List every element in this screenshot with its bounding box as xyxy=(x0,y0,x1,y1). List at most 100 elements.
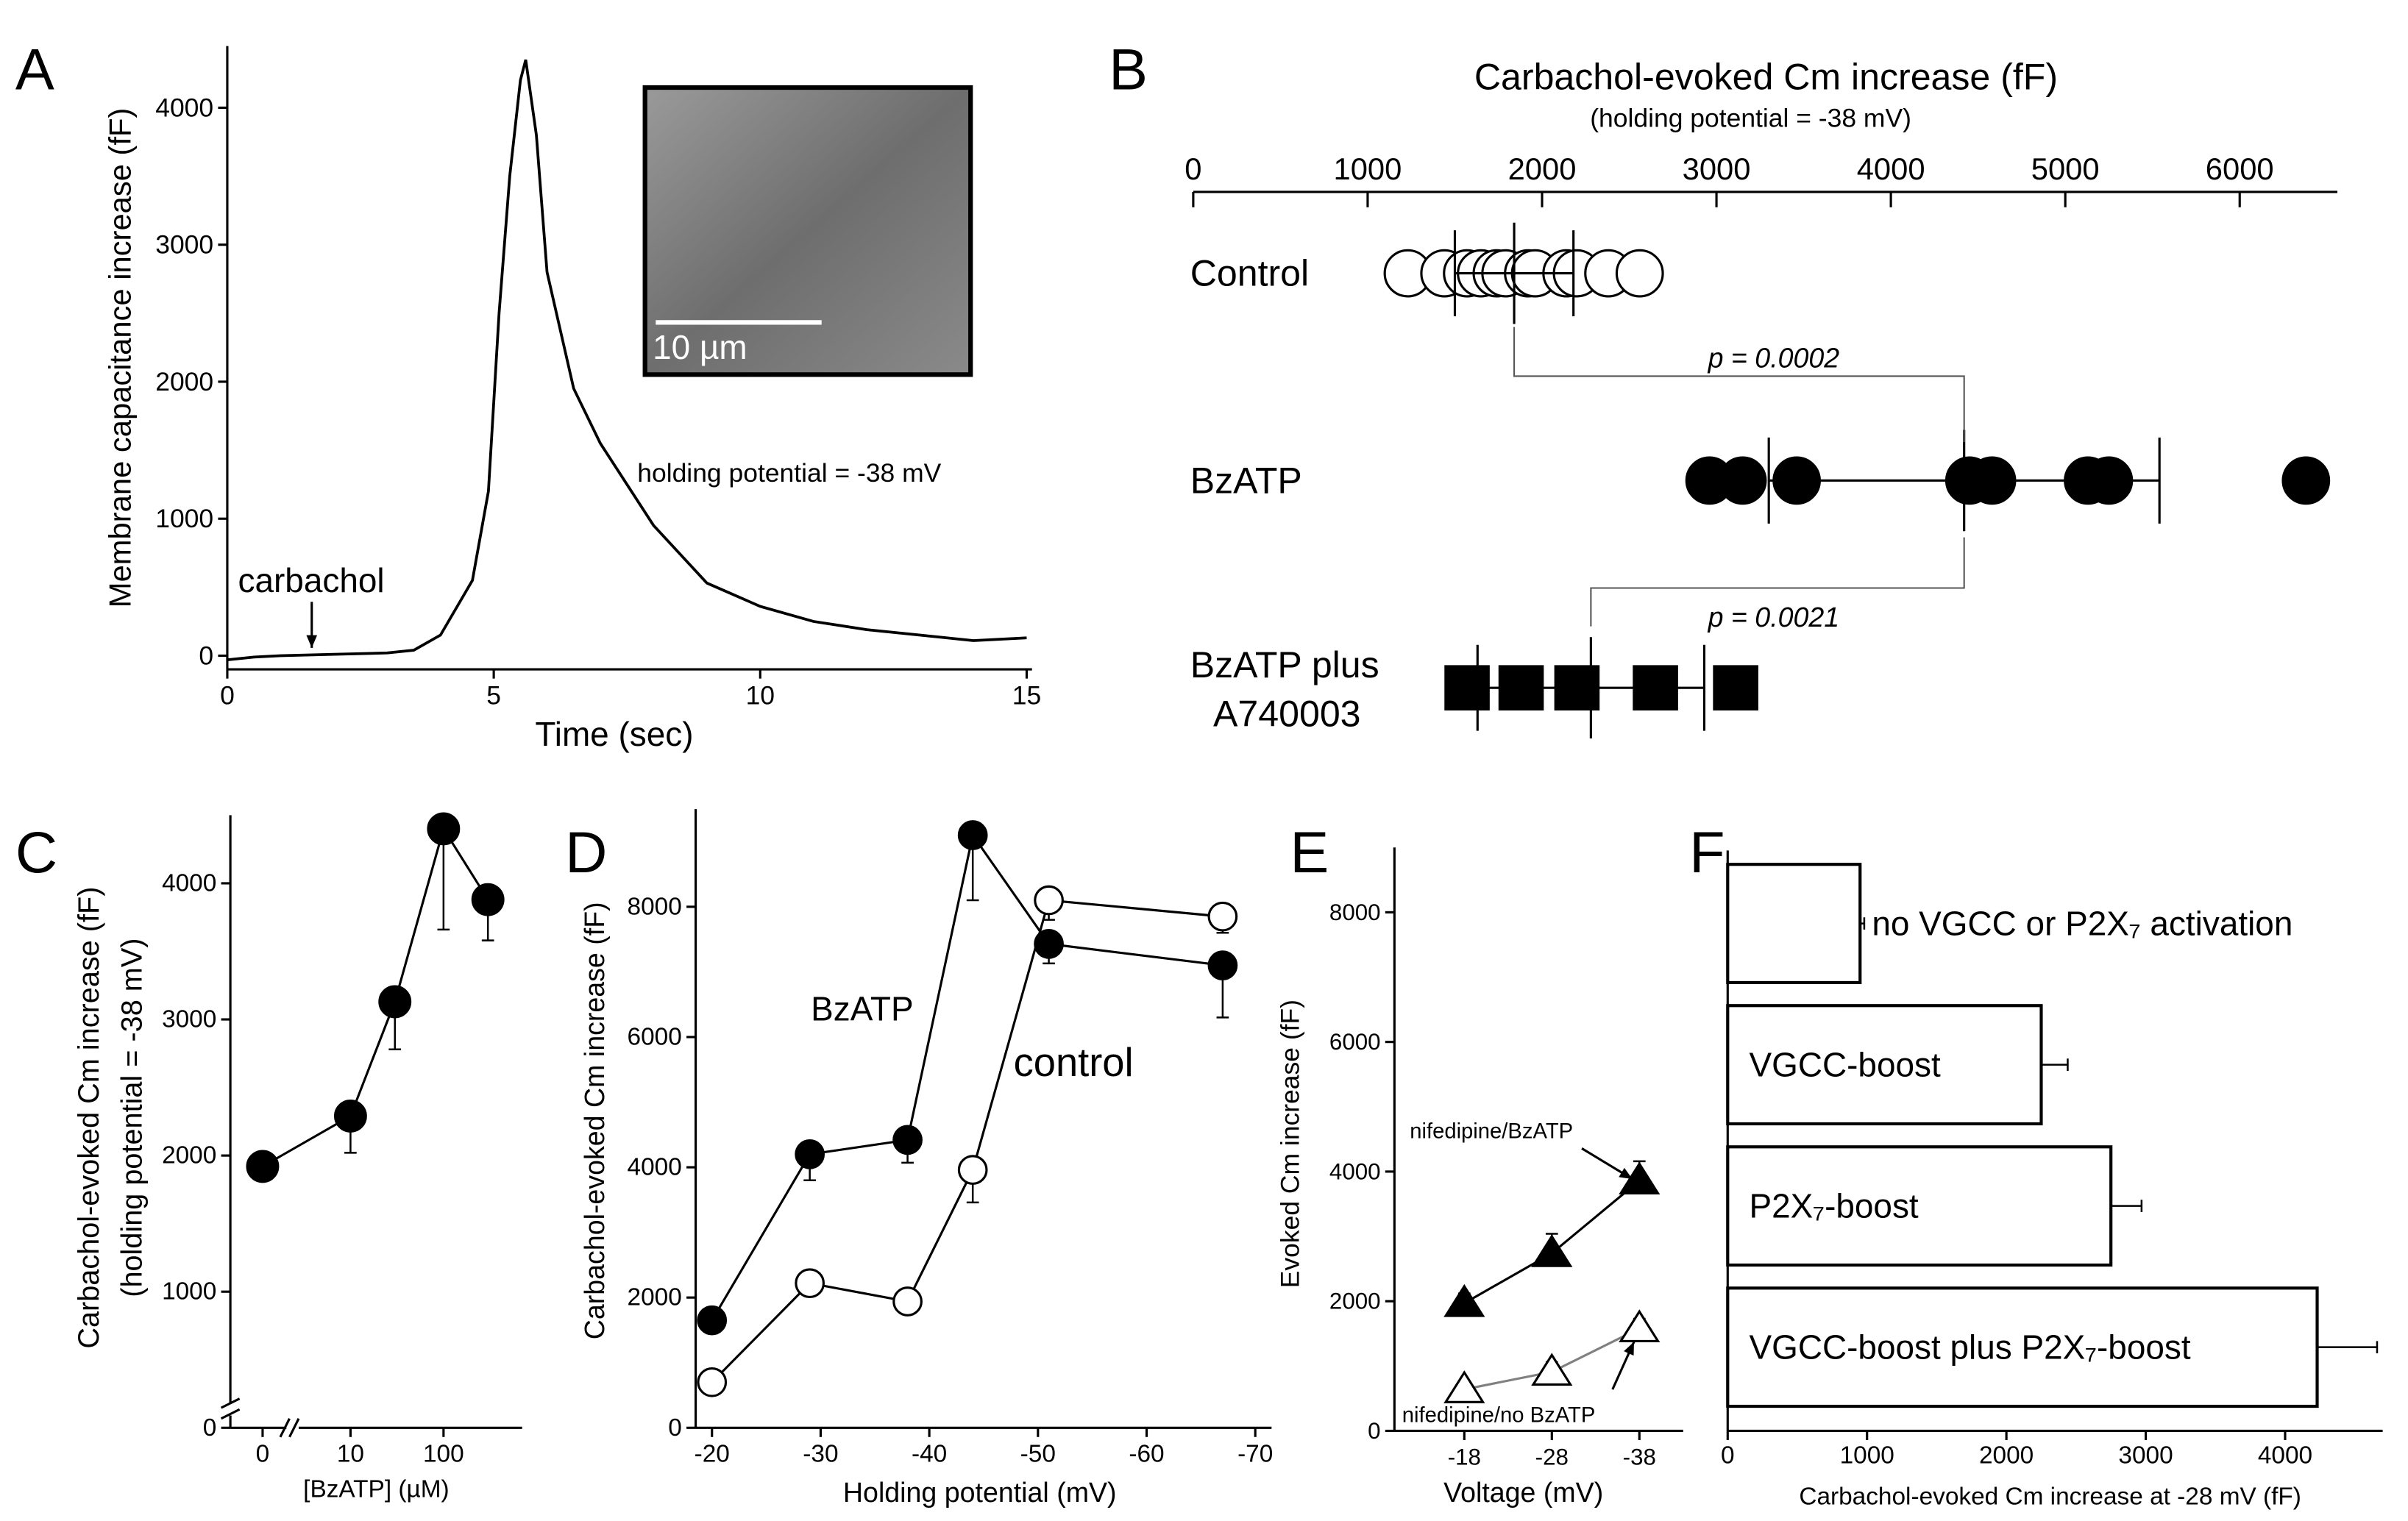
comparison-bracket xyxy=(1513,327,1965,443)
x-tick-label: 6000 xyxy=(2206,152,2274,186)
inset-image xyxy=(642,85,973,377)
marker xyxy=(1713,665,1758,710)
x-tick-label: 0 xyxy=(1721,1442,1735,1469)
y-tick-label: 6000 xyxy=(628,1023,682,1050)
y-tick-label: 8000 xyxy=(628,893,682,920)
panel-label: F xyxy=(1689,819,1725,885)
marker xyxy=(1615,249,1664,298)
marker xyxy=(795,1139,825,1169)
x-tick-label: 0 xyxy=(256,1440,270,1467)
x-tick-label: -18 xyxy=(1448,1444,1481,1470)
y-tick-label: 1000 xyxy=(162,1278,216,1306)
series-label: nifedipine/no BzATP xyxy=(1402,1404,1596,1428)
y-axis-label: Carbachol-evoked Cm increase (fF) xyxy=(73,887,105,1349)
annotation: carbachol xyxy=(238,561,385,599)
marker xyxy=(246,1150,280,1183)
axis-break xyxy=(220,1397,241,1420)
series-line xyxy=(711,899,1223,1383)
series-label: control xyxy=(1014,1040,1134,1085)
marker xyxy=(1207,901,1238,932)
error-bar xyxy=(437,828,450,931)
arrow-head xyxy=(1619,1167,1633,1180)
series-line xyxy=(262,826,489,1168)
x-axis-label: Holding potential (mV) xyxy=(843,1477,1117,1508)
marker xyxy=(1619,1161,1661,1195)
marker xyxy=(471,883,505,916)
group-label: BzATP xyxy=(1190,460,1302,501)
x-tick-label: -30 xyxy=(803,1440,838,1467)
y-tick-label: 2000 xyxy=(628,1284,682,1311)
x-tick-label: 0 xyxy=(220,681,235,710)
error-bar xyxy=(1860,917,1866,930)
x-axis-label: Time (sec) xyxy=(535,715,693,753)
error-bar xyxy=(2041,1058,2069,1071)
series-line xyxy=(227,59,1027,661)
y-axis-label: (holding potential = -38 mV) xyxy=(116,938,149,1297)
axis-break xyxy=(279,1418,300,1438)
y-tick-label: 0 xyxy=(203,1414,217,1442)
y-tick-label: 1000 xyxy=(155,504,213,533)
x-tick-label: 4000 xyxy=(1857,152,1925,186)
marker xyxy=(1718,456,1767,505)
bar-label: no VGCC or P2X₇ activation xyxy=(1872,905,2292,943)
marker xyxy=(1034,929,1064,959)
y-tick-label: 0 xyxy=(199,641,213,670)
marker xyxy=(1531,1353,1573,1386)
x-tick-label: -20 xyxy=(695,1440,730,1467)
x-tick-label: 100 xyxy=(423,1440,464,1467)
y-tick-label: 6000 xyxy=(1329,1029,1381,1055)
y-tick-label: 4000 xyxy=(1329,1158,1381,1184)
panel-label: D xyxy=(565,819,607,885)
x-axis-label: Carbachol-evoked Cm increase at -28 mV (… xyxy=(1799,1483,2301,1511)
x-tick-label: 2000 xyxy=(1979,1442,2034,1469)
y-tick-label: 2000 xyxy=(155,367,213,396)
p-value: p = 0.0021 xyxy=(1708,602,1840,633)
x-axis-label: Voltage (mV) xyxy=(1443,1477,1603,1508)
panel-label: C xyxy=(15,819,57,885)
marker xyxy=(892,1125,923,1155)
y-tick-label: 0 xyxy=(1368,1418,1380,1444)
marker xyxy=(333,1100,367,1133)
marker xyxy=(1207,950,1238,980)
arrow-head xyxy=(306,635,318,648)
y-tick-label: 3000 xyxy=(155,230,213,260)
marker xyxy=(427,812,461,846)
x-tick-label: 15 xyxy=(1012,681,1041,710)
marker xyxy=(1531,1234,1573,1267)
x-tick-label: 3000 xyxy=(2118,1442,2173,1469)
marker xyxy=(697,1367,728,1397)
y-tick-label: 0 xyxy=(668,1414,682,1442)
bar xyxy=(1726,863,1862,985)
y-tick-label: 4000 xyxy=(155,93,213,122)
y-tick-label: 2000 xyxy=(1329,1289,1381,1314)
x-tick-label: 4000 xyxy=(2258,1442,2312,1469)
x-tick-label: 10 xyxy=(337,1440,364,1467)
bar xyxy=(1726,1286,2319,1408)
x-tick-label: 5000 xyxy=(2031,152,2100,186)
marker xyxy=(795,1268,825,1299)
group-label: Control xyxy=(1190,253,1309,294)
marker xyxy=(1443,1370,1485,1403)
y-tick-label: 3000 xyxy=(162,1006,216,1033)
x-tick-label: 10 xyxy=(746,681,775,710)
p-value: p = 0.0002 xyxy=(1708,342,1840,373)
y-tick-label: 2000 xyxy=(162,1142,216,1169)
y-axis-label: Evoked Cm increase (fF) xyxy=(1275,1000,1304,1288)
panel-label: B xyxy=(1109,36,1148,101)
marker xyxy=(957,1155,988,1185)
x-tick-label: 1000 xyxy=(1334,152,1402,186)
y-axis-label: Membrane capacitance increase (fF) xyxy=(102,108,137,608)
x-tick-label: -50 xyxy=(1020,1440,1056,1467)
error-bar xyxy=(2111,1200,2143,1213)
series-line xyxy=(711,832,1223,1321)
y-tick-label: 8000 xyxy=(1329,900,1381,925)
x-tick-label: 1000 xyxy=(1840,1442,1894,1469)
y-axis-label: Carbachol-evoked Cm increase (fF) xyxy=(579,902,610,1339)
marker xyxy=(378,985,412,1019)
chart-title: Carbachol-evoked Cm increase (fF) xyxy=(1474,56,2058,97)
panel-label: A xyxy=(15,36,54,101)
panel-label: E xyxy=(1290,819,1329,885)
y-tick-label: 4000 xyxy=(628,1154,682,1181)
